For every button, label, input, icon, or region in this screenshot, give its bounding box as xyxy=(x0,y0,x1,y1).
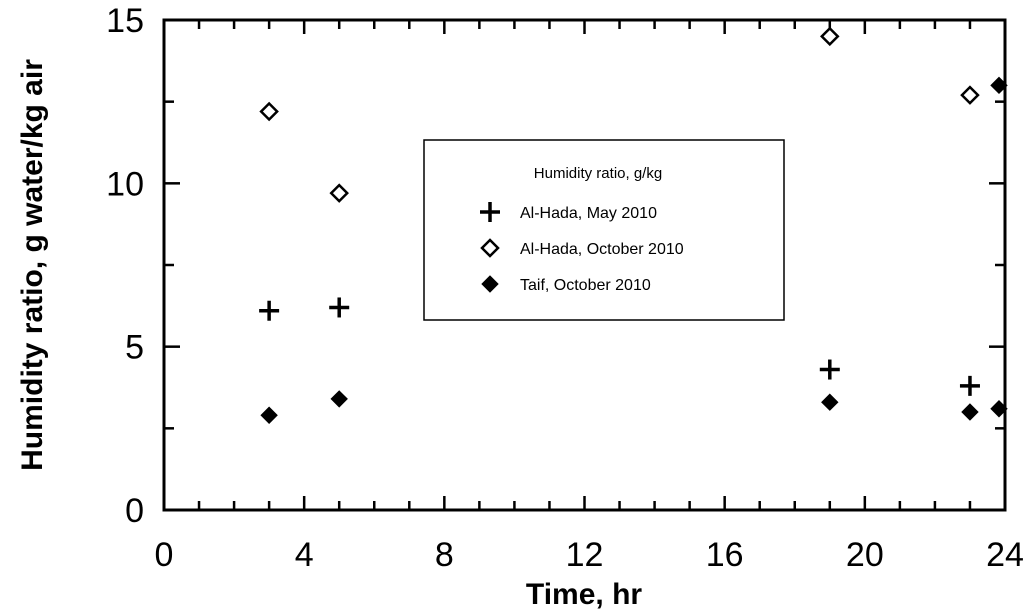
legend-title: Humidity ratio, g/kg xyxy=(534,165,662,182)
x-tick-label: 24 xyxy=(986,536,1024,574)
y-tick-label: 5 xyxy=(125,329,144,367)
data-point xyxy=(959,375,980,396)
x-tick-label: 4 xyxy=(295,536,314,574)
data-point xyxy=(259,101,279,122)
legend-marker xyxy=(480,238,500,258)
legend-label: Taif, October 2010 xyxy=(520,277,651,294)
data-point xyxy=(329,183,349,203)
legend-box xyxy=(423,139,785,321)
axis-ticks xyxy=(162,18,1007,512)
x-tick-label: 16 xyxy=(706,536,744,574)
data-point xyxy=(821,393,839,411)
data-point xyxy=(990,400,1008,418)
x-tick-label: 20 xyxy=(846,536,884,574)
legend-items: Al-Hada, May 2010 Al-Hada, October 2010 Ta… xyxy=(480,202,684,294)
legend-marker xyxy=(481,275,499,293)
legend-label: Al-Hada, May 2010 xyxy=(520,205,657,222)
legend-label: Al-Hada, October 2010 xyxy=(520,241,684,258)
data-point xyxy=(819,359,840,380)
data-point xyxy=(960,85,980,105)
legend-marker xyxy=(480,202,500,222)
data-point xyxy=(990,76,1008,95)
data-point xyxy=(260,406,278,424)
x-tick-label: 12 xyxy=(566,536,604,574)
axis-tick-labels: 0 4 8 12 16 20 24 0 5 10 15 xyxy=(106,2,1024,574)
x-axis-title: Time, hr xyxy=(526,578,642,611)
x-tick-label: 8 xyxy=(435,536,454,574)
data-point xyxy=(329,297,350,318)
series-3 xyxy=(260,76,1008,424)
y-tick-label: 15 xyxy=(106,2,144,40)
data-point xyxy=(330,390,348,408)
y-tick-label: 10 xyxy=(106,165,144,203)
data-point xyxy=(820,26,840,47)
y-axis-title: Humidity ratio, g water/kg air xyxy=(16,59,49,471)
series-1 xyxy=(259,297,980,396)
data-points xyxy=(259,26,1008,424)
legend: Humidity ratio, g/kg Al-Hada, May 2010Al… xyxy=(423,139,785,321)
x-tick-label: 0 xyxy=(155,536,174,574)
data-point xyxy=(961,403,979,421)
data-point xyxy=(259,300,280,321)
series-2 xyxy=(259,26,980,203)
y-tick-label: 0 xyxy=(125,492,144,530)
